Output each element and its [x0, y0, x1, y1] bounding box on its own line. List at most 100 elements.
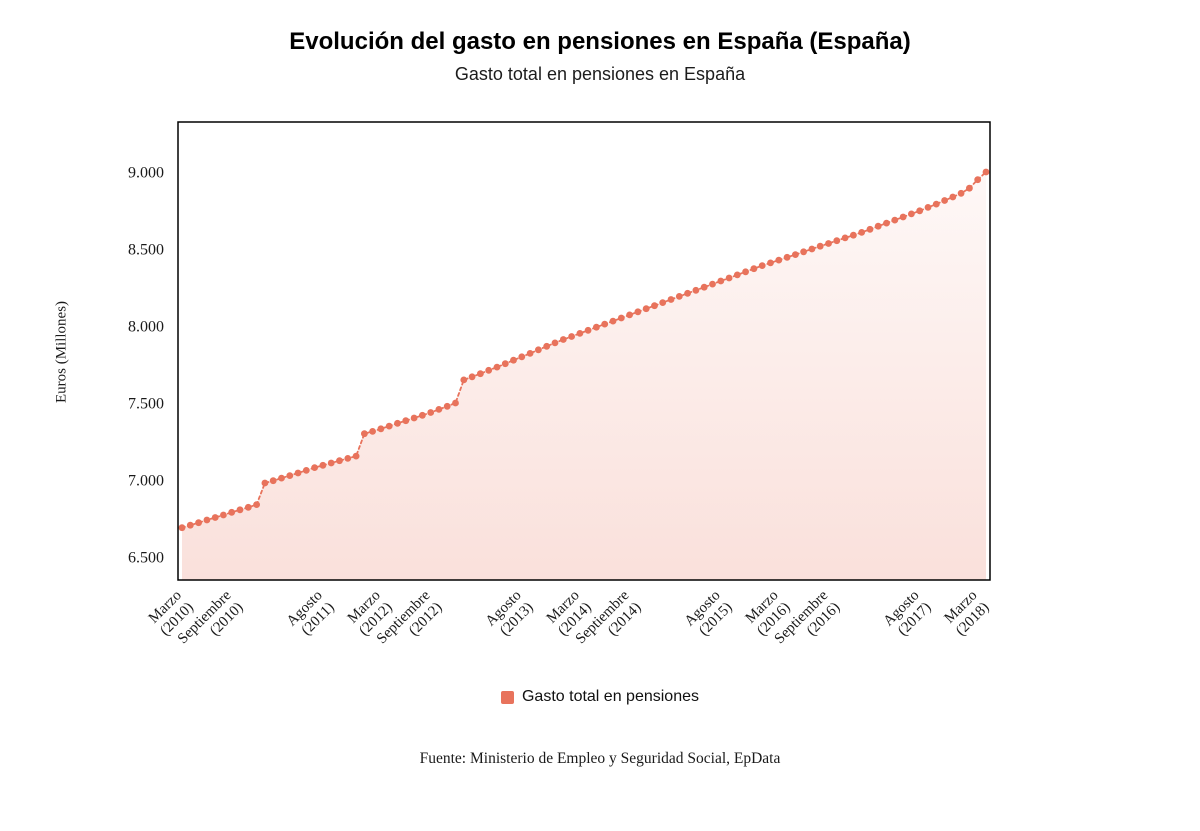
- data-point: [302, 467, 310, 474]
- data-point: [874, 222, 882, 230]
- data-point: [974, 176, 982, 184]
- data-point: [941, 197, 948, 204]
- data-point: [982, 168, 990, 176]
- legend: Gasto total en pensiones: [0, 688, 1200, 706]
- data-point: [684, 289, 691, 297]
- data-point: [659, 299, 667, 306]
- data-point: [477, 370, 484, 378]
- data-point: [394, 419, 401, 427]
- data-point: [924, 204, 932, 211]
- svg-text:Agosto(2015): Agosto(2015): [682, 588, 736, 642]
- svg-text:Septiembre(2010): Septiembre(2010): [175, 587, 247, 659]
- data-point: [783, 253, 791, 261]
- data-point: [758, 262, 766, 269]
- data-point: [642, 305, 650, 313]
- x-tick-label: Agosto(2017): [881, 588, 935, 642]
- x-tick-label: Agosto(2013): [483, 588, 537, 640]
- data-point: [377, 425, 385, 433]
- data-point: [593, 323, 600, 331]
- data-point: [361, 430, 368, 438]
- data-point: [709, 280, 716, 288]
- data-point: [725, 274, 733, 282]
- data-point: [228, 508, 236, 516]
- data-point: [369, 428, 376, 435]
- data-point: [617, 314, 625, 322]
- x-tick-label: Septiembre(2014): [573, 587, 645, 659]
- data-point: [850, 231, 857, 239]
- data-point: [535, 346, 542, 354]
- svg-text:Septiembre(2012): Septiembre(2012): [374, 587, 446, 659]
- data-point: [675, 293, 683, 300]
- data-point: [775, 256, 783, 264]
- data-point: [692, 286, 700, 294]
- y-tick-label: 7.500: [128, 396, 164, 413]
- data-point: [195, 519, 203, 527]
- data-point: [236, 506, 244, 514]
- y-tick-label: 6.500: [128, 550, 164, 567]
- data-point: [253, 501, 260, 508]
- data-point: [460, 376, 468, 384]
- data-point: [452, 399, 459, 407]
- data-point: [526, 350, 534, 357]
- data-point: [261, 479, 269, 487]
- data-point: [344, 455, 352, 462]
- data-point: [286, 472, 294, 479]
- data-point: [750, 265, 758, 273]
- data-point: [568, 333, 575, 340]
- data-point: [336, 457, 343, 465]
- svg-text:Marzo(2018): Marzo(2018): [941, 588, 993, 640]
- legend-swatch: [500, 690, 514, 704]
- data-point: [742, 268, 749, 276]
- data-point: [410, 414, 418, 422]
- svg-text:Agosto(2017): Agosto(2017): [881, 588, 935, 642]
- data-point: [518, 353, 526, 361]
- data-point: [825, 240, 832, 247]
- data-point: [294, 469, 302, 477]
- x-tick-label: Septiembre(2010): [175, 587, 247, 659]
- chart-title: Evolución del gasto en pensiones en Espa…: [289, 28, 911, 55]
- data-point: [186, 521, 194, 529]
- data-point: [966, 184, 973, 192]
- data-point: [932, 200, 940, 208]
- chart-subtitle: Gasto total en pensiones en España: [454, 64, 746, 84]
- y-tick-label: 8.500: [128, 242, 164, 259]
- data-point: [468, 373, 476, 381]
- data-point: [493, 363, 501, 371]
- data-point: [891, 216, 899, 224]
- data-point: [866, 225, 874, 233]
- x-tick-label: Septiembre(2016): [772, 587, 844, 659]
- legend-item-gasto-total[interactable]: Gasto total en pensiones: [500, 688, 699, 706]
- data-point: [551, 339, 559, 347]
- data-point: [609, 317, 617, 325]
- plot-border: [177, 121, 991, 581]
- data-point: [385, 422, 393, 430]
- data-point: [800, 248, 807, 256]
- y-tick-label: 8.000: [128, 319, 164, 336]
- svg-text:Septiembre(2014): Septiembre(2014): [573, 587, 645, 659]
- data-point: [278, 474, 285, 482]
- data-point: [717, 277, 725, 285]
- series-area: [182, 172, 986, 580]
- data-point: [319, 461, 327, 469]
- data-point: [402, 417, 410, 425]
- svg-text:Agosto(2011): Agosto(2011): [284, 588, 338, 642]
- data-point: [311, 464, 318, 471]
- data-point: [767, 259, 774, 267]
- data-point: [269, 477, 277, 485]
- svg-text:Septiembre(2016): Septiembre(2016): [772, 587, 844, 659]
- data-point: [485, 366, 493, 374]
- data-point: [435, 406, 443, 413]
- data-point: [858, 229, 866, 236]
- data-point: [220, 511, 227, 519]
- data-point: [957, 189, 965, 197]
- data-point: [667, 296, 675, 303]
- x-tick-label: Marzo(2018): [941, 588, 993, 640]
- data-point: [841, 234, 849, 242]
- data-point: [419, 411, 426, 419]
- data-point: [700, 283, 708, 291]
- data-point: [244, 503, 252, 511]
- data-point: [733, 271, 741, 279]
- data-point: [576, 330, 584, 337]
- data-point: [203, 516, 211, 524]
